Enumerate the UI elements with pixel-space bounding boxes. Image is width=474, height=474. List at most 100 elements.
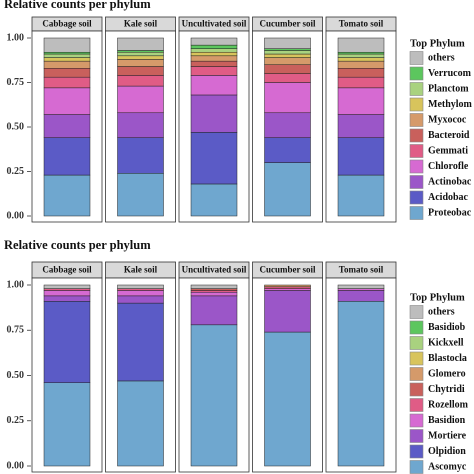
bar-segment — [117, 85, 164, 114]
bar-segment — [117, 59, 164, 67]
legend-key — [409, 144, 424, 158]
y-tick-label: 0.50 — [7, 370, 25, 381]
bar-segment — [43, 68, 91, 78]
bar-segment — [264, 48, 311, 51]
bar-segment — [190, 284, 238, 289]
bar-segment — [337, 68, 385, 78]
bar-segment — [337, 60, 385, 69]
bar-segment — [190, 55, 238, 62]
bar-segment — [264, 50, 311, 55]
bar-segment — [264, 284, 311, 288]
bar-segment — [43, 114, 91, 138]
legend-key — [409, 128, 424, 143]
legend-key — [409, 305, 424, 319]
bar-segment — [337, 174, 385, 217]
legend-key — [409, 82, 424, 96]
bar-segment — [117, 302, 164, 382]
legend-key — [409, 206, 424, 220]
legend-key — [409, 367, 424, 381]
legend-title: Top Phylum — [410, 38, 465, 49]
bar-segment — [43, 51, 91, 55]
legend-key — [409, 382, 424, 397]
legend-label: Rozellom — [428, 399, 469, 410]
legend-label: Proteobac — [428, 207, 472, 218]
bar-segment — [190, 132, 238, 185]
legend-label: Mortiere — [428, 430, 467, 441]
bar-segment — [43, 290, 91, 297]
facet-label: Kale soil — [124, 19, 158, 29]
bar-segment — [117, 295, 164, 304]
bar-segment — [43, 60, 91, 69]
bar-segment — [264, 288, 311, 291]
legend-key — [409, 398, 424, 412]
bar-segment — [117, 284, 164, 289]
bar-segment — [337, 137, 385, 176]
bar-segment — [117, 66, 164, 76]
y-tick-label: 0.75 — [7, 77, 25, 88]
bar-segment — [190, 75, 238, 96]
bar-segment — [43, 284, 91, 289]
legend-key — [409, 175, 424, 189]
bar-segment — [117, 75, 164, 87]
legend-label: Olpidion — [428, 446, 466, 457]
bar-segment — [190, 66, 238, 76]
bar-segment — [337, 87, 385, 115]
legend-label: Basidion — [428, 415, 466, 426]
bar-segment — [190, 288, 238, 291]
legend-label: Blastocla — [428, 353, 467, 364]
bar-segment — [117, 288, 164, 291]
bar-segment — [190, 51, 238, 57]
legend-title: Top Phylum — [410, 292, 465, 303]
facet-label: Cabbage soil — [42, 19, 92, 29]
bar-segment — [43, 76, 91, 89]
legend-label: others — [428, 52, 455, 63]
bar-segment — [337, 290, 385, 302]
bar-segment — [117, 173, 164, 217]
legend-label: Kickxell — [428, 337, 464, 348]
legend-label: Chlorofle — [428, 161, 469, 172]
legend-label: Basidiob — [428, 322, 466, 333]
chart-title: Relative counts per phylum — [4, 0, 151, 11]
legend-key — [409, 51, 424, 65]
bar-segment — [264, 286, 311, 289]
facet-label: Kale soil — [124, 265, 158, 275]
legend-key — [409, 159, 424, 174]
bar-segment — [264, 112, 311, 138]
bar-segment — [264, 37, 311, 49]
bar-segment — [117, 112, 164, 138]
legend-key — [409, 413, 424, 428]
bar-segment — [117, 290, 164, 297]
bar-segment — [190, 291, 238, 297]
legend-label: Gemmati — [428, 145, 468, 156]
legend-key — [409, 336, 424, 350]
bar-segment — [190, 60, 238, 67]
bar-segment — [43, 137, 91, 176]
y-tick-label: 0.00 — [7, 460, 25, 471]
bar-segment — [337, 57, 385, 62]
legend-key — [409, 97, 424, 112]
legend-key — [409, 320, 424, 335]
facet-label: Cucumber soil — [259, 265, 316, 275]
bar-segment — [264, 53, 311, 58]
bar-segment — [43, 57, 91, 62]
legend-label: Planctom — [428, 83, 469, 94]
bar-segment — [337, 76, 385, 89]
bar-segment — [337, 53, 385, 58]
bar-segment — [43, 53, 91, 58]
legend-label: Verrucom — [428, 68, 472, 79]
bar-segment — [190, 290, 238, 293]
legend-key — [409, 113, 424, 127]
bar-segment — [117, 51, 164, 57]
bar-segment — [43, 87, 91, 115]
y-tick-label: 0.00 — [7, 210, 25, 221]
bar-segment — [117, 55, 164, 60]
legend-label: Glomero — [428, 368, 466, 379]
bar-segment — [117, 50, 164, 53]
bar-segment — [43, 301, 91, 383]
y-tick-label: 0.25 — [7, 166, 25, 177]
bar-segment — [117, 137, 164, 174]
y-tick-label: 0.25 — [7, 415, 25, 426]
bar-segment — [190, 324, 238, 467]
bar-segment — [117, 37, 164, 51]
facet-label: Cabbage soil — [42, 265, 92, 275]
